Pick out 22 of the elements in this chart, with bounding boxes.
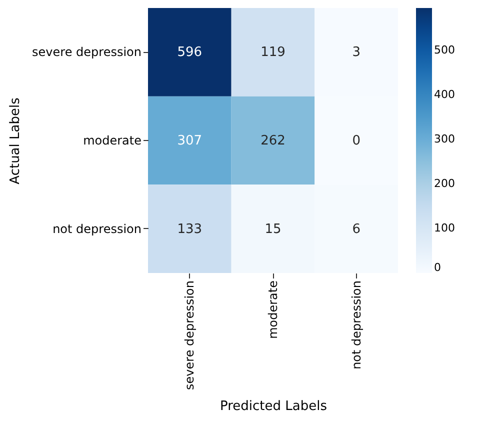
data-label: 6 — [352, 222, 360, 237]
color-bar-label: 100 — [434, 222, 455, 235]
data-label: 15 — [264, 222, 282, 237]
y-tick-label: moderate — [83, 134, 142, 148]
y-axis-title: Actual Labels — [8, 97, 24, 184]
color-bar-label: 400 — [434, 88, 455, 102]
data-label: 596 — [177, 45, 202, 60]
data-label: 262 — [260, 134, 286, 148]
data-label: 0 — [352, 134, 360, 148]
data-label: 307 — [177, 134, 202, 148]
color-bar-label: 0 — [434, 261, 441, 274]
color-bar-label: 200 — [434, 177, 455, 190]
y-tick-label: severe depression — [32, 45, 142, 60]
color-bar-label: 300 — [434, 132, 455, 146]
data-label: 133 — [177, 222, 202, 237]
x-tick-label: moderate — [266, 280, 280, 339]
color-bar-label: 500 — [434, 44, 455, 57]
data-label: 3 — [352, 45, 360, 60]
data-label: 119 — [260, 45, 286, 60]
x-tick-label: not depression — [349, 280, 364, 370]
y-tick-label: not depression — [52, 222, 142, 236]
x-axis-title: Predicted Labels — [220, 398, 328, 414]
